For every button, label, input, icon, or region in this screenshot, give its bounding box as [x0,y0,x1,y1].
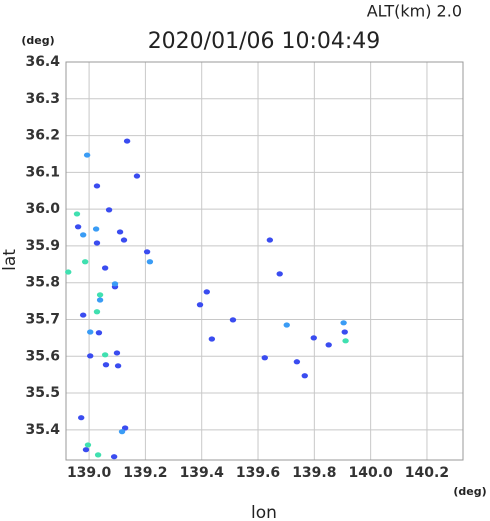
echo-point [261,355,268,361]
echo-point [74,224,82,230]
echo-point [95,330,103,336]
y-tick-label: 36.3 [25,91,60,107]
echo-point [105,207,113,213]
x-tick-label: 139.8 [292,465,336,481]
echo-point [93,309,101,315]
echo-point [93,240,101,246]
x-tick-label: 139.0 [67,465,112,481]
echo-point [133,173,141,179]
echo-point [118,429,126,435]
echo-point [101,352,109,358]
x-tick-label: 139.4 [180,465,225,481]
echo-point [92,226,100,232]
echo-point [102,362,110,368]
echo-point [110,454,118,460]
echo-point [81,259,89,265]
y-tick-label: 36.1 [25,164,60,180]
plot-frame [65,61,464,461]
y-axis-label: lat [0,249,20,271]
echo-point [87,329,94,335]
echo-point [65,269,72,275]
x-tick-label: 139.2 [123,465,167,481]
echo-point [266,237,274,243]
echo-point [96,297,104,303]
chart-title: 2020/01/06 10:04:49 [148,29,381,54]
echo-point [146,259,154,265]
echo-point [341,329,348,335]
echo-point [84,442,92,448]
x-tick-label: 140.0 [348,465,393,481]
echo-point [96,292,104,298]
y-tick-label: 36.4 [25,54,60,70]
echo-point [276,271,283,277]
altitude: ALT(km) 2.0 [367,2,462,21]
echo-point [203,289,210,295]
echo-point [293,359,301,365]
echo-point [83,152,91,158]
echo-point [93,183,101,189]
echo-point [229,317,237,323]
y-tick-label: 35.6 [25,348,60,364]
echo-point [196,302,204,308]
echo-point [310,335,317,341]
echo-point [82,447,90,453]
echo-point [114,363,122,369]
echo-point [116,229,124,235]
y-tick-label: 35.9 [25,238,60,254]
echo-point [120,237,128,243]
echo-point [113,350,121,356]
x-tick-label: 139.6 [236,465,280,481]
echo-point [79,312,87,318]
y-tick-label: 36.2 [25,128,60,144]
echo-point [94,452,102,458]
echo-point [208,336,216,342]
echo-point [87,353,94,359]
x-tick-label: 140.2 [405,465,449,481]
echo-point [325,342,332,348]
y-tick-label: 36.0 [25,201,60,217]
x-axis-label: lon [251,503,277,521]
echo-point [111,281,119,287]
echo-point [123,138,131,144]
y-unit: (deg) [21,34,54,47]
echo-point [143,249,151,255]
echo-point [283,322,290,328]
echo-point [342,338,349,344]
echo-point [79,232,87,238]
echo-point [101,265,109,271]
echo-point [121,425,129,431]
echo-point [340,320,347,326]
y-tick-label: 35.5 [25,385,60,401]
echo-point [78,415,85,421]
echo-point [301,373,308,379]
y-tick-label: 35.4 [25,422,60,438]
echo-point [73,211,81,217]
y-tick-label: 35.7 [25,311,60,327]
x-unit: (deg) [453,485,486,498]
y-tick-label: 35.8 [25,275,60,291]
